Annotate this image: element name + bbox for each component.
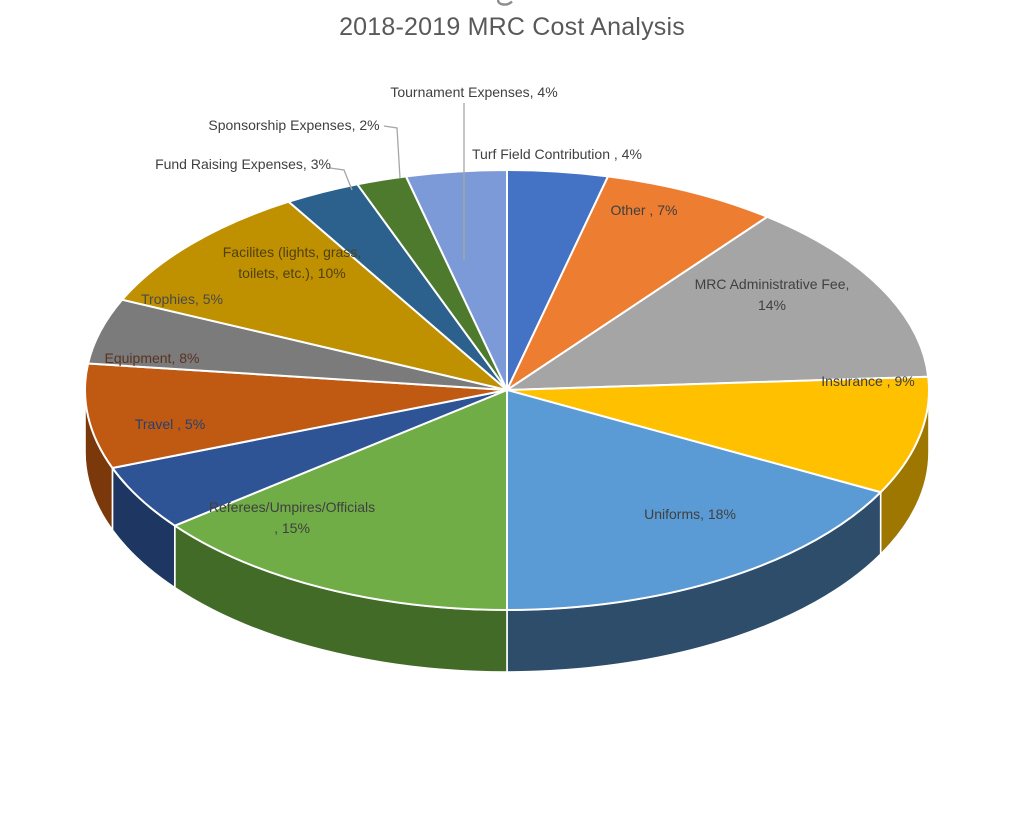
chart-title: 2018-2019 MRC Cost Analysis	[339, 13, 685, 41]
leader-line-sponsorship-expenses	[383, 125, 401, 179]
slice-label-referees-umpires-officials: Referees/Umpires/Officials	[209, 499, 375, 515]
slice-label-equipment: Equipment, 8%	[105, 350, 200, 366]
slice-label-mrc-administrative-fee: 14%	[758, 297, 786, 313]
pie-slice-equipment	[84, 362, 508, 470]
pie-slice-other	[506, 175, 769, 391]
slice-label-mrc-administrative-fee: MRC Administrative Fee,	[695, 276, 850, 292]
slice-label-fund-raising-expenses: Fund Raising Expenses, 3%	[155, 156, 331, 172]
slice-label-uniforms: Uniforms, 18%	[644, 506, 736, 522]
slice-label-insurance: Insurance , 9%	[821, 373, 914, 389]
cropped-glyph-fragment	[497, 0, 513, 6]
slice-label-other: Other , 7%	[611, 202, 678, 218]
slice-label-facilites: toilets, etc.), 10%	[238, 265, 345, 281]
slice-label-sponsorship-expenses: Sponsorship Expenses, 2%	[208, 117, 379, 133]
pie-slice-facilites	[121, 200, 508, 391]
pie-slice-insurance	[506, 375, 930, 494]
pie-slice-referees-umpires-officials	[173, 389, 508, 611]
slice-label-tournament-expenses: Tournament Expenses, 4%	[390, 84, 557, 100]
slice-label-facilites: Facilites (lights, grass,	[223, 244, 361, 260]
pie-slice-uniforms	[506, 389, 882, 611]
leader-line-fund-raising-expenses	[329, 167, 353, 191]
slice-label-turf-field-contribution: Turf Field Contribution , 4%	[472, 146, 642, 162]
slice-label-trophies: Trophies, 5%	[141, 291, 223, 307]
pie-slice-mrc-administrative-fee	[506, 215, 930, 391]
slice-label-referees-umpires-officials: , 15%	[274, 520, 310, 536]
slice-label-travel: Travel , 5%	[135, 416, 205, 432]
pie-slice-tournament-expenses	[405, 169, 508, 391]
